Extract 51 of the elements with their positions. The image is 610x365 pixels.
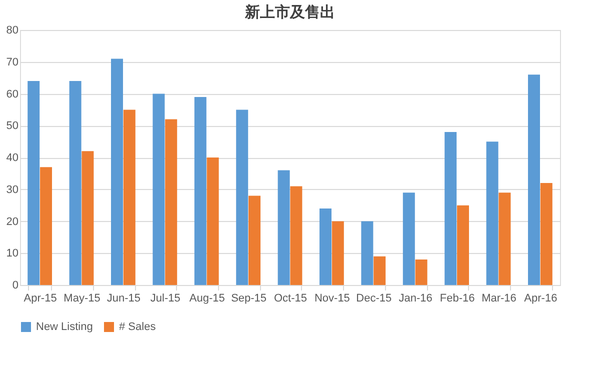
y-tick-label: 50 [6, 120, 18, 132]
y-tick-label: 80 [6, 24, 18, 36]
y-tick-label: 30 [6, 184, 18, 196]
bar [82, 151, 94, 285]
y-tick-label: 0 [12, 280, 18, 292]
y-tick-label: 60 [6, 88, 18, 100]
x-tick-label: Sep-15 [231, 292, 267, 304]
bar [194, 96, 206, 285]
y-tick-label: 10 [6, 248, 18, 260]
bar [486, 142, 498, 285]
bar [123, 110, 136, 285]
bar [111, 58, 124, 285]
x-tick-label: Jan-16 [398, 292, 432, 304]
bar [374, 256, 386, 285]
y-tick-label: 20 [6, 216, 18, 228]
legend-label: New Listing [36, 321, 93, 333]
bar [69, 81, 82, 285]
x-tick-label: Jul-15 [150, 292, 180, 304]
y-tick-label: 70 [6, 56, 18, 68]
x-tick-label: Nov-15 [314, 292, 350, 304]
x-tick-label: Jun-15 [106, 292, 141, 304]
bar [28, 81, 40, 285]
bar [152, 94, 165, 285]
x-tick-label: Apr-16 [524, 292, 558, 304]
x-tick-label: Oct-15 [274, 292, 308, 304]
bar [278, 170, 290, 285]
y-tick-label: 40 [6, 152, 18, 164]
bar [415, 260, 428, 285]
bar [320, 208, 332, 285]
legend-label: # Sales [119, 321, 156, 333]
bar [402, 192, 415, 285]
x-tick-label: Dec-15 [356, 292, 392, 304]
x-tick-label: Apr-15 [24, 292, 57, 304]
bar [456, 205, 469, 285]
chart-title: 新上市及售出 [244, 3, 335, 21]
bar [540, 183, 552, 285]
bar [290, 186, 302, 285]
bar [444, 132, 457, 285]
bar [332, 221, 344, 285]
bar [206, 158, 219, 285]
bar [498, 192, 511, 285]
bar [236, 110, 248, 285]
bar [361, 221, 374, 285]
x-tick-label: May-15 [64, 292, 100, 304]
x-tick-label: Feb-16 [440, 292, 475, 304]
x-tick-label: Mar-16 [482, 292, 516, 304]
bar [528, 74, 540, 285]
bar [165, 119, 178, 285]
bar [248, 196, 260, 285]
x-tick-label: Aug-15 [189, 292, 225, 304]
bar [40, 167, 52, 285]
